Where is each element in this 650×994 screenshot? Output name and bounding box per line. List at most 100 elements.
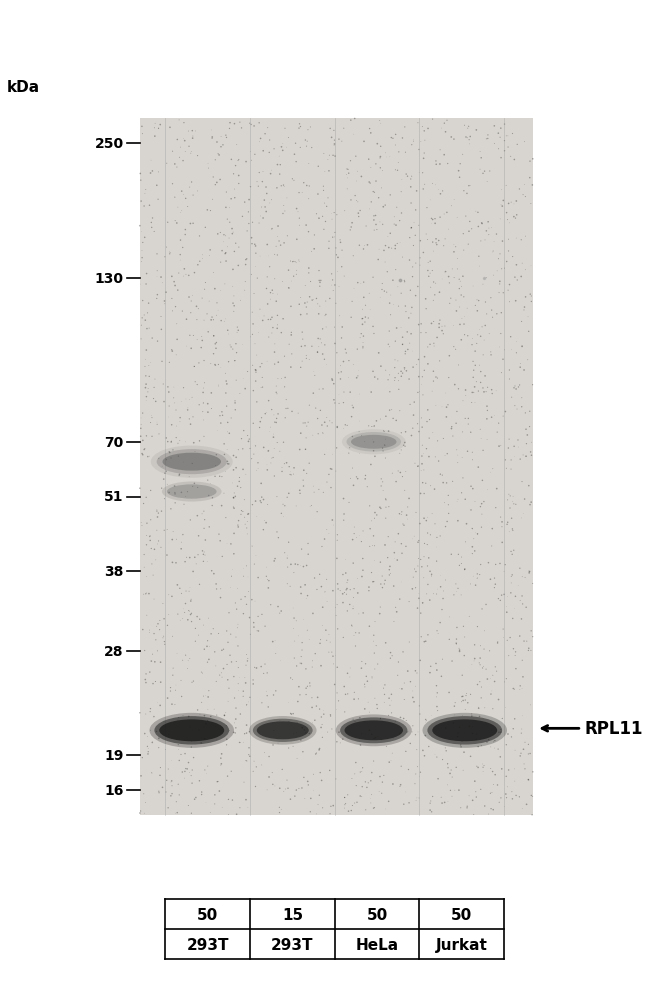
Point: [482, 399, 492, 414]
Point: [151, 632, 161, 648]
Point: [454, 300, 465, 316]
Point: [271, 294, 281, 310]
Point: [244, 694, 254, 710]
Point: [443, 506, 454, 522]
Point: [140, 359, 150, 375]
Point: [175, 433, 185, 449]
Point: [185, 146, 196, 162]
Point: [254, 325, 264, 341]
Point: [304, 156, 314, 172]
Point: [417, 419, 427, 435]
Point: [241, 718, 252, 734]
Point: [416, 325, 426, 341]
Point: [389, 210, 400, 226]
Point: [500, 452, 511, 468]
Point: [419, 146, 430, 162]
Point: [212, 175, 222, 191]
Point: [460, 327, 470, 343]
Point: [413, 458, 423, 474]
Point: [370, 157, 381, 173]
Point: [520, 406, 530, 421]
Point: [527, 807, 538, 823]
Point: [423, 121, 434, 137]
Point: [514, 182, 525, 198]
Point: [379, 424, 389, 440]
Text: RPL11: RPL11: [585, 720, 644, 738]
Point: [250, 147, 260, 163]
Point: [380, 538, 390, 554]
Point: [320, 307, 331, 323]
Point: [250, 238, 260, 253]
Point: [252, 271, 263, 287]
Point: [261, 560, 272, 576]
Point: [370, 218, 381, 234]
Point: [205, 476, 216, 492]
Point: [293, 628, 304, 644]
Point: [440, 448, 450, 464]
Point: [219, 485, 229, 501]
Point: [294, 297, 304, 313]
Point: [274, 149, 285, 165]
Point: [216, 757, 226, 773]
Point: [166, 774, 176, 790]
Point: [451, 415, 462, 431]
Point: [335, 736, 346, 751]
Point: [317, 347, 328, 363]
Point: [480, 295, 491, 311]
Point: [371, 638, 382, 654]
Point: [515, 748, 525, 764]
Point: [273, 219, 283, 235]
Point: [347, 429, 358, 445]
Point: [431, 678, 441, 694]
Point: [231, 345, 242, 361]
Point: [152, 334, 162, 350]
Point: [497, 535, 508, 551]
Point: [328, 446, 338, 462]
Point: [411, 790, 422, 806]
Point: [209, 796, 220, 812]
Point: [404, 372, 414, 388]
Point: [313, 296, 323, 312]
Point: [203, 397, 213, 413]
Point: [521, 448, 532, 464]
Point: [215, 590, 226, 606]
Point: [194, 433, 205, 449]
Point: [334, 388, 345, 404]
Point: [335, 308, 345, 324]
Point: [464, 224, 474, 240]
Point: [358, 302, 368, 318]
Point: [283, 695, 294, 711]
Point: [379, 244, 389, 259]
Point: [477, 660, 488, 676]
Point: [390, 163, 400, 179]
Point: [520, 735, 530, 750]
Point: [372, 372, 383, 388]
Point: [142, 266, 152, 282]
Point: [192, 257, 203, 273]
Point: [199, 353, 209, 369]
Point: [425, 193, 436, 209]
Point: [147, 557, 157, 573]
Point: [151, 618, 162, 634]
Point: [146, 415, 156, 431]
Point: [301, 687, 311, 703]
Point: [356, 428, 367, 444]
Point: [396, 185, 406, 201]
Point: [400, 483, 410, 499]
Point: [203, 156, 213, 172]
Point: [523, 771, 534, 787]
Point: [178, 131, 188, 147]
Point: [146, 153, 156, 169]
Point: [167, 778, 177, 794]
Point: [218, 641, 229, 657]
Point: [347, 532, 358, 548]
Point: [176, 542, 187, 558]
Point: [358, 341, 368, 357]
Point: [376, 785, 387, 801]
Point: [416, 316, 426, 332]
Point: [506, 576, 517, 591]
Point: [509, 381, 519, 397]
Point: [245, 626, 255, 642]
Point: [164, 410, 174, 425]
Point: [229, 526, 239, 542]
